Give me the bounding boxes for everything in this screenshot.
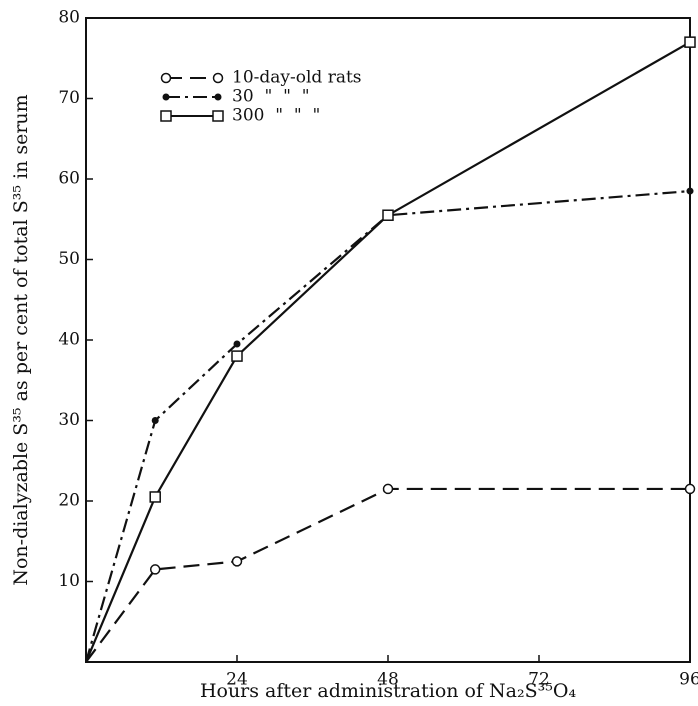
x-tick-label: 48 bbox=[377, 670, 399, 690]
y-tick-label: 80 bbox=[58, 8, 80, 28]
y-axis-label: Non-dialyzable S³⁵ as per cent of total … bbox=[10, 94, 32, 585]
legend-marker bbox=[212, 110, 224, 122]
legend-marker bbox=[214, 93, 222, 101]
legend-marker bbox=[162, 93, 170, 101]
data-point bbox=[233, 340, 241, 348]
legend-label: 10-day-old rats bbox=[232, 68, 362, 88]
y-tick-label: 60 bbox=[58, 169, 80, 189]
x-tick-label: 24 bbox=[226, 670, 248, 690]
data-point bbox=[686, 187, 694, 195]
x-axis-label: Hours after administration of Na₂S³⁵O₄ bbox=[200, 680, 577, 702]
series-line bbox=[84, 41, 691, 663]
y-tick-label: 10 bbox=[58, 571, 80, 591]
series-line bbox=[85, 487, 690, 663]
y-tick-label: 20 bbox=[58, 491, 80, 511]
legend-marker bbox=[160, 110, 172, 122]
series-line bbox=[84, 189, 691, 663]
y-tick-label: 50 bbox=[58, 249, 80, 269]
y-tick-label: 30 bbox=[58, 410, 80, 430]
legend-label: 30 " " " bbox=[232, 87, 310, 107]
data-point bbox=[231, 350, 243, 362]
legend-marker bbox=[160, 72, 172, 84]
data-point bbox=[231, 556, 243, 567]
y-tick-label: 70 bbox=[58, 88, 80, 108]
data-point bbox=[151, 417, 159, 424]
data-point bbox=[149, 491, 161, 503]
data-point bbox=[684, 36, 696, 48]
data-point bbox=[149, 564, 161, 575]
legend-marker bbox=[212, 72, 224, 84]
legend-label: 300 " " " bbox=[232, 106, 320, 126]
y-tick-label: 40 bbox=[58, 330, 80, 350]
data-point bbox=[382, 209, 394, 221]
x-tick-label: 72 bbox=[528, 670, 550, 690]
data-point bbox=[382, 483, 394, 495]
plot-frame bbox=[85, 17, 691, 663]
data-point bbox=[684, 483, 696, 495]
x-tick-label: 96 bbox=[679, 670, 698, 690]
